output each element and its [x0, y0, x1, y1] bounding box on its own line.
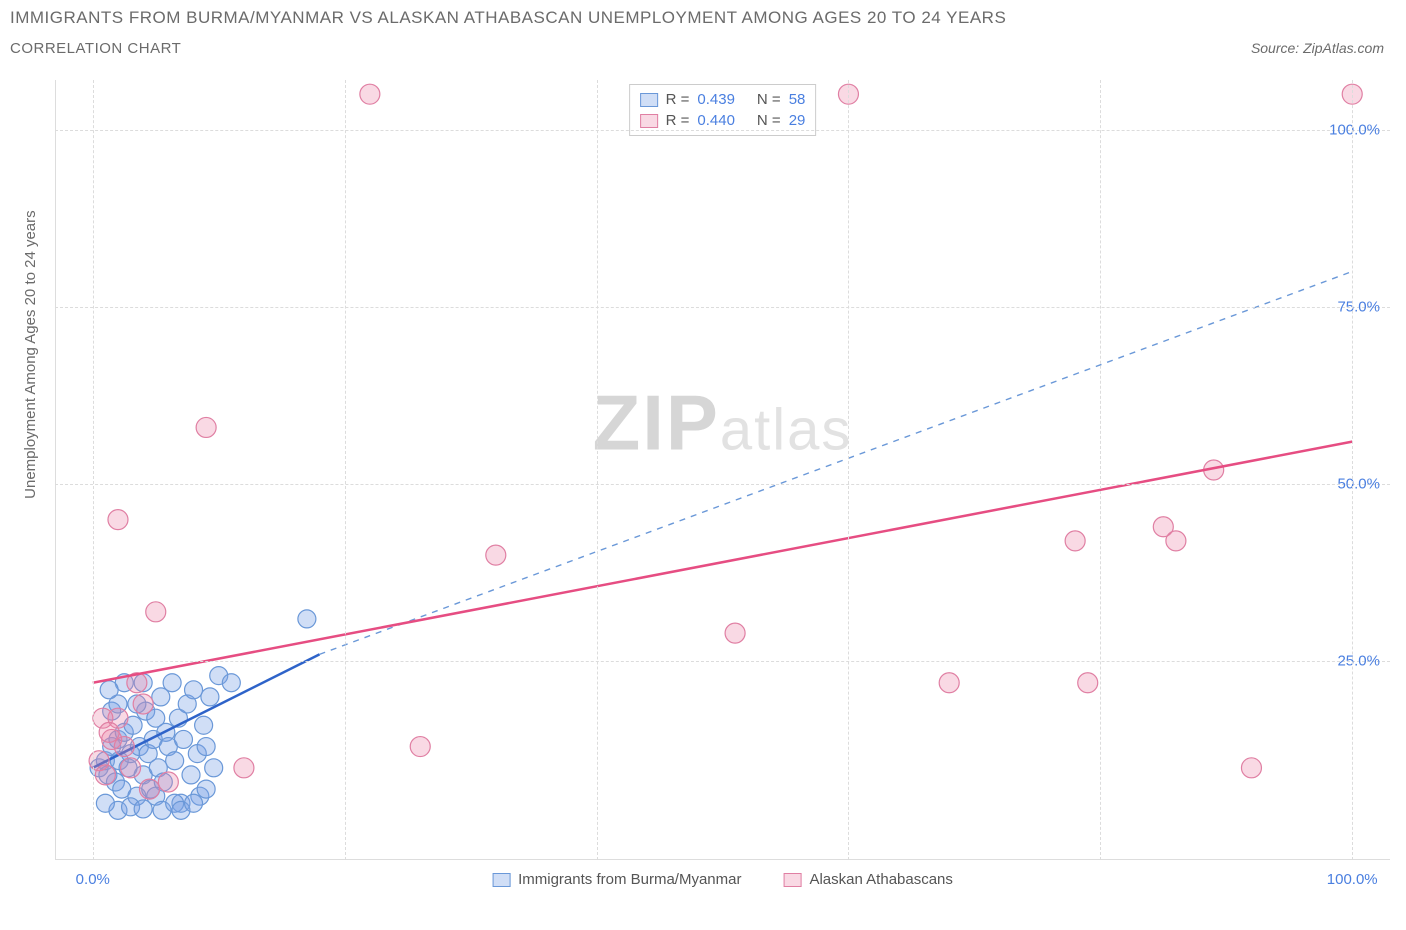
swatch-burma-icon — [492, 873, 510, 887]
plot-area: ZIPatlas R = 0.439 N = 58 R = 0.440 N = … — [55, 80, 1390, 860]
y-axis-line — [55, 80, 56, 860]
header: IMMIGRANTS FROM BURMA/MYANMAR VS ALASKAN… — [0, 0, 1406, 57]
swatch-athabascan-icon — [783, 873, 801, 887]
y-axis-label: Unemployment Among Ages 20 to 24 years — [22, 210, 39, 499]
watermark-bold: ZIP — [593, 379, 720, 467]
r-prefix: R = — [666, 91, 690, 108]
r-value-athabascan: 0.440 — [697, 112, 735, 129]
legend-item-athabascan: Alaskan Athabascans — [783, 871, 952, 888]
legend-item-burma: Immigrants from Burma/Myanmar — [492, 871, 741, 888]
n-prefix: N = — [757, 91, 781, 108]
watermark-rest: atlas — [720, 398, 853, 463]
y-tick-label: 25.0% — [1337, 653, 1380, 670]
n-value-burma: 58 — [789, 91, 806, 108]
n-prefix: N = — [757, 112, 781, 129]
legend-stats: R = 0.439 N = 58 R = 0.440 N = 29 — [629, 84, 817, 136]
chart-title: IMMIGRANTS FROM BURMA/MYANMAR VS ALASKAN… — [10, 8, 1396, 28]
source-attribution: Source: ZipAtlas.com — [1251, 40, 1396, 56]
y-tick-label: 75.0% — [1337, 298, 1380, 315]
source-label: Source: — [1251, 40, 1299, 56]
legend-label-burma: Immigrants from Burma/Myanmar — [518, 871, 741, 888]
x-axis-line — [55, 859, 1390, 860]
n-value-athabascan: 29 — [789, 112, 806, 129]
watermark: ZIPatlas — [593, 378, 853, 469]
legend-series: Immigrants from Burma/Myanmar Alaskan At… — [492, 871, 953, 888]
r-prefix: R = — [666, 112, 690, 129]
subtitle-row: CORRELATION CHART Source: ZipAtlas.com — [10, 40, 1396, 57]
chart-subtitle: CORRELATION CHART — [10, 40, 181, 57]
swatch-athabascan — [640, 114, 658, 128]
source-name: ZipAtlas.com — [1303, 40, 1384, 56]
legend-stats-row-burma: R = 0.439 N = 58 — [640, 89, 806, 110]
x-tick-label: 100.0% — [1327, 871, 1378, 888]
chart-svg — [55, 80, 1390, 860]
legend-label-athabascan: Alaskan Athabascans — [809, 871, 952, 888]
y-tick-label: 100.0% — [1329, 121, 1380, 138]
x-tick-label: 0.0% — [76, 871, 110, 888]
y-tick-label: 50.0% — [1337, 476, 1380, 493]
r-value-burma: 0.439 — [697, 91, 735, 108]
legend-stats-row-athabascan: R = 0.440 N = 29 — [640, 110, 806, 131]
swatch-burma — [640, 93, 658, 107]
